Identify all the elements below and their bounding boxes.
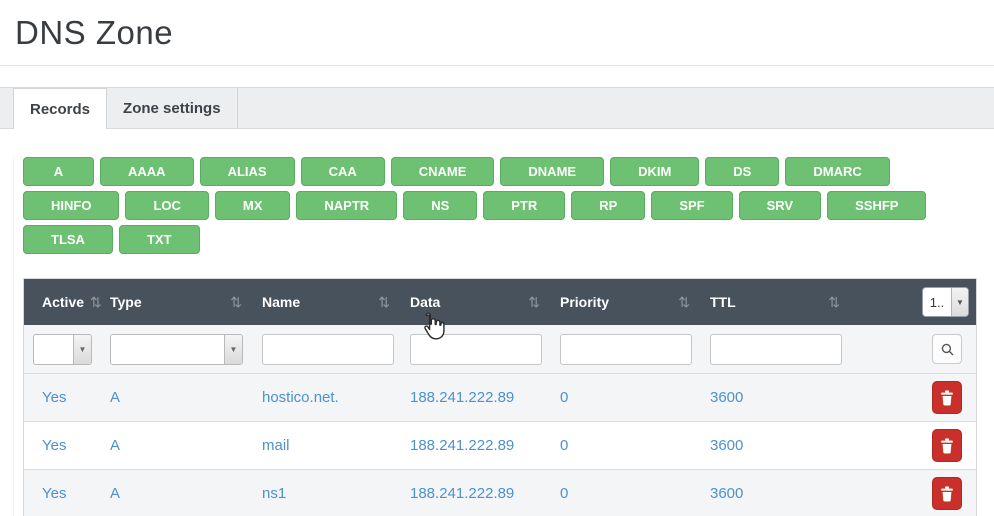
record-type-button[interactable]: TLSA <box>23 225 113 254</box>
tab-bar: Records Zone settings <box>0 87 994 129</box>
record-type-button[interactable]: CNAME <box>390 157 495 186</box>
delete-record-button[interactable] <box>932 381 962 414</box>
filter-active-select[interactable]: ▼ <box>33 333 92 365</box>
sort-icon[interactable]: ⇅ <box>528 293 540 310</box>
column-label: Name <box>262 294 301 310</box>
column-header-actions: 1.. ▼ <box>850 279 976 325</box>
sort-icon[interactable]: ⇅ <box>828 293 840 310</box>
filter-ttl-input[interactable] <box>710 333 842 365</box>
table-row: Yes A hostico.net. 188.241.222.89 0 3600 <box>24 373 976 421</box>
record-name-link[interactable]: mail <box>262 437 290 454</box>
select-value <box>111 334 224 364</box>
record-type-button[interactable]: CAA <box>300 157 385 186</box>
record-priority-link[interactable]: 0 <box>560 485 569 502</box>
title-divider <box>0 65 994 66</box>
page-title: DNS Zone <box>15 14 174 51</box>
record-data-link[interactable]: 188.241.222.89 <box>410 437 515 454</box>
sort-icon[interactable]: ⇅ <box>90 293 102 310</box>
chevron-down-icon: ▼ <box>951 288 968 316</box>
trash-icon <box>941 438 953 453</box>
record-ttl-link[interactable]: 3600 <box>710 437 744 454</box>
table-row: Yes A ns1 188.241.222.89 0 3600 <box>24 469 976 516</box>
record-type-button[interactable]: SSHFP <box>827 191 927 220</box>
record-type-button[interactable]: DMARC <box>785 157 890 186</box>
record-priority-link[interactable]: 0 <box>560 389 569 406</box>
record-name-link[interactable]: ns1 <box>262 485 287 502</box>
record-type-row: A AAAA ALIAS CAA CNAME DNAME DKIM DS DMA… <box>23 157 977 186</box>
record-type-button[interactable]: SPF <box>651 191 733 220</box>
table-row: Yes A mail 188.241.222.89 0 3600 <box>24 421 976 469</box>
column-label: TTL <box>710 294 736 310</box>
record-name-link[interactable]: hostico.net. <box>262 389 339 406</box>
record-type-button[interactable]: SRV <box>738 191 822 220</box>
column-header-priority[interactable]: Priority ⇅ <box>550 279 700 325</box>
sort-icon[interactable]: ⇅ <box>230 293 242 310</box>
record-type-button[interactable]: DNAME <box>500 157 605 186</box>
record-type-button[interactable]: LOC <box>125 191 209 220</box>
select-value <box>34 334 73 364</box>
column-header-name[interactable]: Name ⇅ <box>252 279 400 325</box>
page-size-value: 1.. <box>923 288 951 316</box>
record-type-button[interactable]: HINFO <box>23 191 120 220</box>
search-button[interactable] <box>932 334 962 364</box>
filter-name-input[interactable] <box>262 333 394 365</box>
column-header-data[interactable]: Data ⇅ <box>400 279 550 325</box>
column-label: Priority <box>560 294 610 310</box>
record-type-button[interactable]: ALIAS <box>199 157 295 186</box>
record-type-button[interactable]: DKIM <box>610 157 700 186</box>
column-label: Active <box>42 294 85 310</box>
column-label: Type <box>110 294 142 310</box>
column-header-ttl[interactable]: TTL ⇅ <box>700 279 850 325</box>
filter-data-input[interactable] <box>410 333 542 365</box>
records-panel: A AAAA ALIAS CAA CNAME DNAME DKIM DS DMA… <box>13 157 994 516</box>
sort-icon[interactable]: ⇅ <box>378 293 390 310</box>
record-type-button[interactable]: DS <box>705 157 780 186</box>
filter-priority-input[interactable] <box>560 333 692 365</box>
record-type-link[interactable]: A <box>110 485 121 502</box>
sort-icon[interactable]: ⇅ <box>678 293 690 310</box>
tab-zone-settings[interactable]: Zone settings <box>107 88 238 129</box>
delete-record-button[interactable] <box>932 477 962 510</box>
page-size-select[interactable]: 1.. ▼ <box>922 287 969 317</box>
record-type-button[interactable]: PTR <box>483 191 566 220</box>
record-type-button[interactable]: NS <box>403 191 478 220</box>
trash-icon <box>941 390 953 405</box>
record-type-button[interactable]: NAPTR <box>296 191 398 220</box>
record-data-link[interactable]: 188.241.222.89 <box>410 389 515 406</box>
record-ttl-link[interactable]: 3600 <box>710 389 744 406</box>
tab-records[interactable]: Records <box>13 88 108 129</box>
record-type-button[interactable]: TXT <box>118 225 200 254</box>
record-type-buttons: A AAAA ALIAS CAA CNAME DNAME DKIM DS DMA… <box>23 157 977 254</box>
trash-icon <box>941 486 953 501</box>
record-type-button[interactable]: AAAA <box>100 157 194 186</box>
record-type-row: TLSA TXT <box>23 225 977 254</box>
table-header-row: Active ⇅ Type ⇅ Name ⇅ Data ⇅ Priority ⇅ TTL ⇅ <box>24 279 976 325</box>
record-type-link[interactable]: A <box>110 389 121 406</box>
filter-row: ▼ ▼ <box>24 325 976 373</box>
record-type-button[interactable]: MX <box>214 191 291 220</box>
filter-type-select[interactable]: ▼ <box>110 333 243 365</box>
record-priority-link[interactable]: 0 <box>560 437 569 454</box>
column-header-active[interactable]: Active ⇅ <box>24 279 102 325</box>
delete-record-button[interactable] <box>932 429 962 462</box>
record-active-link[interactable]: Yes <box>42 389 67 406</box>
record-type-button[interactable]: RP <box>571 191 646 220</box>
column-label: Data <box>410 294 441 310</box>
record-type-row: HINFO LOC MX NAPTR NS PTR RP SPF SRV SSH… <box>23 191 977 220</box>
record-ttl-link[interactable]: 3600 <box>710 485 744 502</box>
column-header-type[interactable]: Type ⇅ <box>100 279 252 325</box>
chevron-down-icon: ▼ <box>73 334 91 364</box>
record-type-button[interactable]: A <box>23 157 94 186</box>
record-data-link[interactable]: 188.241.222.89 <box>410 485 515 502</box>
search-icon <box>941 343 953 355</box>
dns-records-table: Active ⇅ Type ⇅ Name ⇅ Data ⇅ Priority ⇅ TTL ⇅ <box>23 278 977 516</box>
record-active-link[interactable]: Yes <box>42 485 67 502</box>
chevron-down-icon: ▼ <box>224 334 242 364</box>
record-type-link[interactable]: A <box>110 437 121 454</box>
record-active-link[interactable]: Yes <box>42 437 67 454</box>
